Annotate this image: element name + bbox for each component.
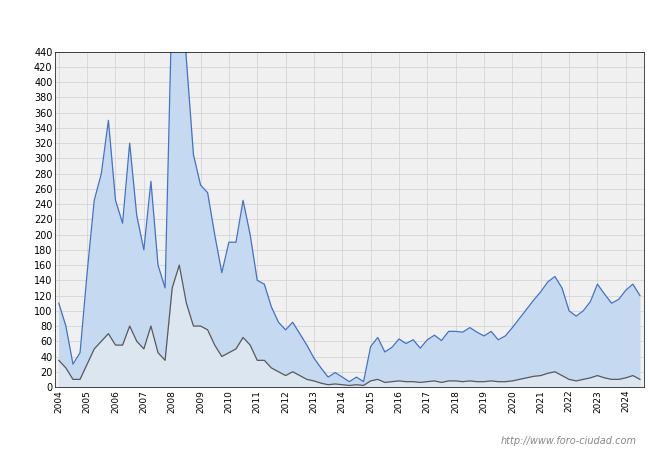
Text: Antequera - Evolucion del Nº de Transacciones Inmobiliarias: Antequera - Evolucion del Nº de Transacc…	[105, 16, 545, 31]
Text: http://www.foro-ciudad.com: http://www.foro-ciudad.com	[501, 436, 637, 446]
